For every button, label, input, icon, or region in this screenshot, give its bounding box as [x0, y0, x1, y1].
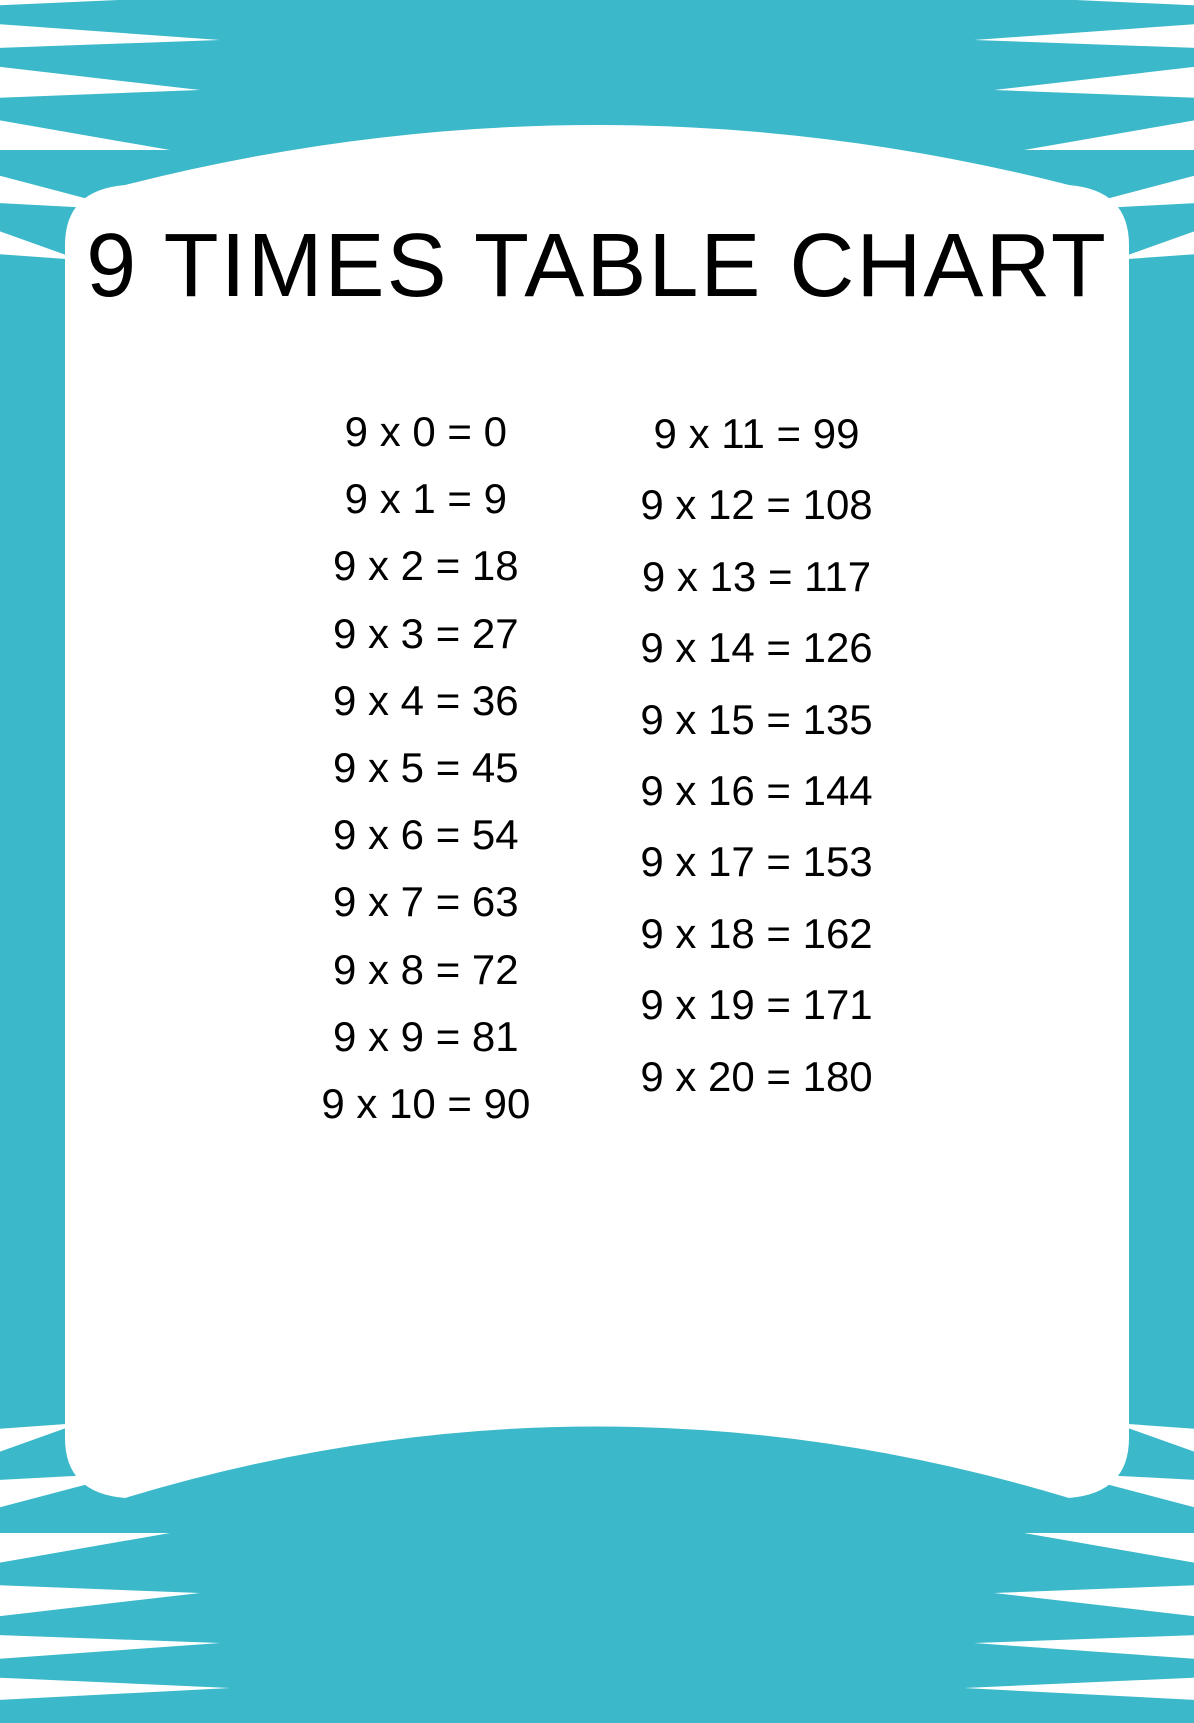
- table-row: 9 x 6 = 54: [333, 801, 519, 868]
- table-row: 9 x 13 = 117: [642, 541, 871, 612]
- table-row: 9 x 16 = 144: [640, 755, 872, 826]
- table-columns: 9 x 0 = 0 9 x 1 = 9 9 x 2 = 18 9 x 3 = 2…: [65, 398, 1129, 1137]
- table-row: 9 x 20 = 180: [640, 1041, 872, 1112]
- table-row: 9 x 18 = 162: [640, 898, 872, 969]
- table-row: 9 x 7 = 63: [333, 868, 519, 935]
- table-row: 9 x 1 = 9: [345, 465, 507, 532]
- table-row: 9 x 2 = 18: [333, 532, 519, 599]
- table-row: 9 x 17 = 153: [640, 826, 872, 897]
- table-row: 9 x 3 = 27: [333, 600, 519, 667]
- table-row: 9 x 19 = 171: [640, 969, 872, 1040]
- column-right: 9 x 11 = 99 9 x 12 = 108 9 x 13 = 117 9 …: [640, 398, 872, 1137]
- table-row: 9 x 5 = 45: [333, 734, 519, 801]
- table-row: 9 x 0 = 0: [345, 398, 507, 465]
- page-title: 9 TIMES TABLE CHART: [86, 215, 1108, 318]
- table-row: 9 x 8 = 72: [333, 936, 519, 1003]
- table-row: 9 x 12 = 108: [640, 469, 872, 540]
- table-row: 9 x 9 = 81: [333, 1003, 519, 1070]
- column-left: 9 x 0 = 0 9 x 1 = 9 9 x 2 = 18 9 x 3 = 2…: [321, 398, 530, 1137]
- table-row: 9 x 15 = 135: [640, 684, 872, 755]
- table-row: 9 x 11 = 99: [654, 398, 860, 469]
- table-row: 9 x 14 = 126: [640, 612, 872, 683]
- table-row: 9 x 10 = 90: [321, 1070, 530, 1137]
- content-area: 9 TIMES TABLE CHART 9 x 0 = 0 9 x 1 = 9 …: [65, 95, 1129, 1588]
- table-row: 9 x 4 = 36: [333, 667, 519, 734]
